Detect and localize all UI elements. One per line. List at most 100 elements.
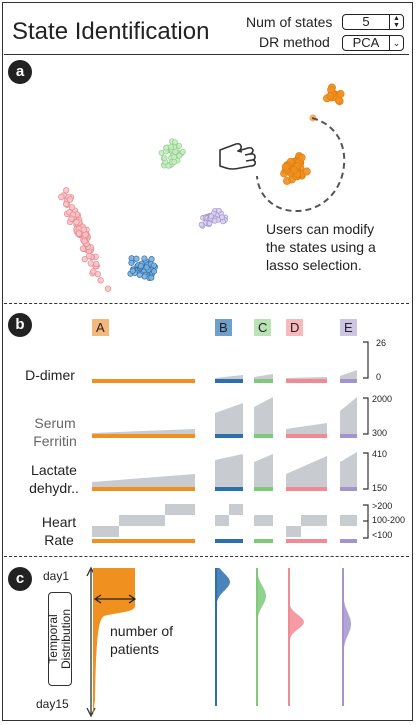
- scatter-point: [302, 167, 311, 176]
- axis-tick: 150: [372, 483, 388, 493]
- scatter-point: [81, 255, 88, 263]
- feature-area: [340, 397, 357, 435]
- scatter-point: [80, 226, 88, 233]
- scatter-point: [133, 255, 140, 262]
- scatter-point: [143, 264, 150, 271]
- state-baseline: [340, 487, 357, 491]
- scatter-point: [148, 256, 155, 263]
- scatter-point: [179, 148, 186, 155]
- scatter-point: [66, 196, 74, 203]
- axis-tick: 2000: [372, 394, 393, 404]
- row-label-line: dehydr..: [29, 480, 79, 496]
- scatter-point: [79, 245, 87, 252]
- state-baseline: [215, 487, 243, 491]
- scatter-point: [161, 154, 168, 161]
- hand-pointer-icon: [219, 142, 257, 170]
- heart-rate-block: [340, 515, 357, 526]
- row-label-line: Ferritin: [33, 433, 77, 449]
- distribution-state-c: [257, 568, 266, 706]
- lasso-annotation-line: the states using a: [266, 239, 376, 255]
- section-divider-bc: [4, 556, 409, 557]
- dr-method-select[interactable]: PCA ⌄: [342, 35, 404, 51]
- distribution-state-b: [216, 568, 230, 706]
- state-baseline: [340, 379, 357, 383]
- num-states-stepper[interactable]: 5 ▲ ▼: [342, 14, 404, 30]
- feature-area: [286, 456, 327, 488]
- state-baseline: [254, 487, 273, 491]
- scatter-point: [198, 221, 205, 228]
- patients-annotation: number of patients: [110, 622, 173, 658]
- feature-area: [254, 397, 273, 435]
- state-baseline: [254, 379, 273, 383]
- scatter-point: [281, 162, 290, 171]
- scatter-point: [219, 214, 225, 221]
- heart-rate-block: [92, 526, 119, 537]
- distribution-state-a: [93, 568, 135, 716]
- axis-tick: 300: [372, 428, 388, 438]
- lasso-annotation: Users can modify the states using a lass…: [266, 220, 376, 274]
- stepper-arrows-icon[interactable]: ▲ ▼: [389, 15, 403, 29]
- feature-area: [215, 454, 243, 488]
- feature-area: [340, 452, 357, 488]
- app-frame: [2, 2, 413, 721]
- scatter-point: [62, 200, 70, 208]
- feature-area: [286, 423, 327, 435]
- axis-tick: <100: [372, 530, 393, 540]
- feature-area: [215, 375, 243, 380]
- scatter-point: [150, 262, 157, 269]
- scatter-point: [136, 271, 143, 279]
- state-baseline: [92, 487, 195, 491]
- heart-rate-block: [301, 515, 313, 526]
- scatter-point: [58, 193, 65, 201]
- row-label-line: D-dimer: [25, 367, 75, 383]
- row-label-line: Rate: [44, 532, 74, 548]
- state-label-e[interactable]: E: [340, 319, 357, 336]
- day-start-label: day1: [43, 569, 70, 583]
- state-baseline: [92, 434, 195, 438]
- heart-rate-block: [254, 515, 273, 526]
- row-label-line: Lactate: [31, 462, 77, 478]
- row-label-line: Heart: [41, 514, 77, 530]
- scatter-point: [290, 165, 299, 174]
- projection-scatter[interactable]: [58, 83, 345, 292]
- scatter-point: [75, 230, 83, 237]
- scatter-point: [68, 204, 76, 211]
- scatter-point: [171, 158, 178, 165]
- state-label-a[interactable]: A: [92, 319, 109, 336]
- lasso-selection[interactable]: [256, 117, 346, 213]
- patients-annotation-line: number of: [110, 623, 174, 639]
- state-label-c[interactable]: C: [254, 319, 272, 336]
- feature-area: [92, 474, 195, 488]
- state-baseline: [286, 487, 327, 491]
- row-label-line: Serum: [34, 415, 76, 431]
- state-label-d[interactable]: D: [286, 319, 304, 336]
- scatter-point: [215, 207, 222, 214]
- axis-tick: 100-200: [372, 515, 406, 525]
- axis-bracket: [363, 397, 369, 435]
- width-arrow-right: [128, 594, 137, 604]
- chevron-down-icon[interactable]: ⌄: [389, 36, 403, 50]
- scatter-point: [206, 220, 213, 227]
- dr-method-label: DR method: [259, 34, 330, 50]
- scatter-point: [171, 154, 178, 161]
- section-divider-ab: [4, 303, 409, 304]
- section-badge-a: a: [8, 60, 32, 84]
- state-label-b[interactable]: B: [215, 319, 232, 336]
- state-baseline: [254, 539, 273, 543]
- scatter-point: [128, 259, 135, 266]
- feature-area: [215, 403, 243, 435]
- heart-rate-block: [313, 515, 327, 526]
- heart-rate-block: [165, 504, 195, 515]
- scatter-point: [336, 89, 345, 98]
- state-baseline: [340, 539, 357, 543]
- state-baseline: [286, 434, 327, 438]
- heart-rate-block: [229, 504, 243, 515]
- state-baseline: [92, 379, 195, 383]
- scatter-point: [283, 176, 291, 185]
- row-label-d-dimer: D-dimer: [20, 366, 80, 384]
- state-baseline: [286, 379, 327, 383]
- page-title: State Identification: [12, 18, 210, 45]
- scatter-point: [68, 215, 75, 222]
- state-feature-charts: [92, 341, 369, 543]
